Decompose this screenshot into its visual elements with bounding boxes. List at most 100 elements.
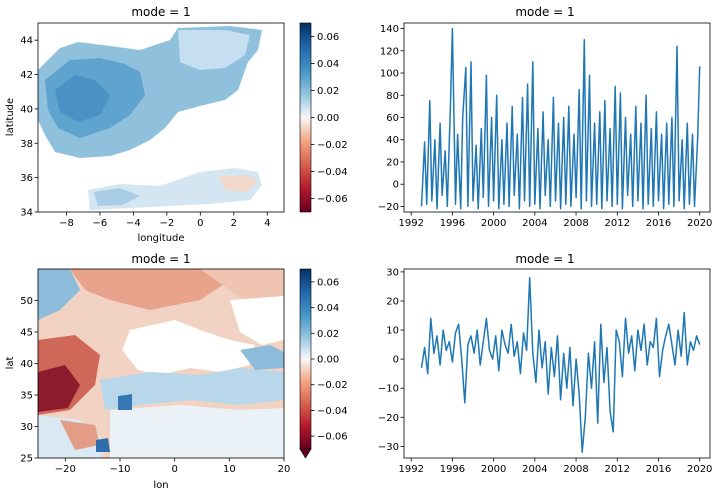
series-line — [420, 27, 701, 210]
series-line — [420, 276, 701, 453]
x-tick-label: 1996 — [440, 218, 465, 229]
heatmap-field — [38, 23, 284, 212]
colorbar-ticks: 0.06 0.04 0.02 0.00 −0.02 −0.04 −0.06 — [311, 277, 348, 443]
x-tick-label: 2000 — [481, 218, 506, 229]
x-tick-label: 10 — [223, 464, 236, 475]
y-tick-label: 34 — [20, 208, 33, 219]
x-tick-label: −8 — [59, 218, 74, 229]
x-tick-label: 2020 — [687, 464, 712, 475]
y-tick-label: 20 — [386, 296, 399, 307]
panel-title: mode = 1 — [515, 5, 574, 19]
x-tick-label: −6 — [93, 218, 108, 229]
field-southwest-red — [60, 420, 100, 450]
timeseries-panel-top: mode = 1 1992 1996 2000 2004 2008 2012 2016 202… — [378, 5, 713, 229]
y-axis-label: latitude — [5, 98, 16, 136]
x-tick-label: 2016 — [646, 464, 671, 475]
y-tick-label: 38 — [20, 139, 33, 150]
colorbar-tick-label: 0.06 — [317, 32, 339, 43]
x-tick-label: 2 — [231, 218, 237, 229]
x-tick-label: 0 — [197, 218, 203, 229]
map-panel-bottom: mode = 1 −20 −10 0 10 20 25 30 35 40 45 50 lon la… — [5, 252, 348, 491]
x-tick-label: 2008 — [563, 218, 588, 229]
y-tick-label: −20 — [378, 202, 399, 213]
colorbar-tick-label: 0.02 — [317, 86, 339, 97]
x-tick-label: 2000 — [481, 464, 506, 475]
x-tick-label: 2004 — [522, 464, 547, 475]
x-tick-label: 4 — [264, 218, 270, 229]
y-tick-label: 44 — [20, 36, 33, 47]
colorbar-tick-label: 0.02 — [317, 329, 339, 340]
field-north-red — [70, 269, 230, 310]
y-tick-label: 42 — [20, 70, 33, 81]
y-tick-label: 30 — [386, 267, 399, 278]
y-tick-label: −30 — [378, 442, 399, 453]
x-tick-label: 1996 — [440, 464, 465, 475]
map-panel-top: mode = 1 −8 −6 −4 −2 0 2 4 34 36 38 40 42 44 longit… — [5, 5, 348, 244]
x-tick-label: 0 — [171, 464, 177, 475]
field-sea — [122, 320, 255, 375]
heatmap-field — [38, 269, 284, 458]
colorbar — [299, 268, 312, 450]
field-north-blue — [38, 269, 80, 320]
x-axis-ticks: −8 −6 −4 −2 0 2 4 — [59, 212, 270, 229]
field-south-white — [110, 405, 284, 458]
panel-title: mode = 1 — [515, 252, 574, 266]
field-west-dark — [38, 365, 80, 412]
y-axis-ticks: 30 20 10 0 −10 −20 −30 — [378, 267, 404, 453]
field-south-blue — [100, 368, 284, 410]
field-blue-spot-2 — [96, 438, 110, 452]
y-tick-label: 100 — [380, 69, 399, 80]
land-field-peak — [55, 75, 110, 122]
x-tick-label: 1992 — [398, 464, 423, 475]
y-tick-label: −20 — [378, 413, 399, 424]
y-tick-label: 25 — [20, 454, 33, 465]
y-axis-label: lat — [5, 357, 16, 370]
x-axis-ticks: 1992 1996 2000 2004 2008 2012 2016 2020 — [398, 212, 712, 229]
panel-title: mode = 1 — [131, 252, 190, 266]
axes-frame — [37, 22, 285, 213]
x-tick-label: −4 — [126, 218, 141, 229]
field-east-blue — [240, 345, 284, 370]
x-tick-label: 2012 — [605, 218, 630, 229]
y-tick-label: 0 — [393, 355, 399, 366]
x-tick-label: 2008 — [563, 464, 588, 475]
x-axis-ticks: 1992 1996 2000 2004 2008 2012 2016 2020 — [398, 458, 712, 475]
colorbar-tick-label: 0.00 — [317, 355, 339, 366]
y-tick-label: −10 — [378, 384, 399, 395]
colorbar — [299, 22, 312, 213]
y-axis-ticks: 140 120 100 80 60 40 20 0 −20 — [378, 24, 404, 213]
y-tick-label: 35 — [20, 391, 33, 402]
y-tick-label: 40 — [386, 135, 399, 146]
y-axis-ticks: 34 36 38 40 42 44 — [20, 36, 38, 219]
colorbar-tick-label: 0.04 — [317, 303, 339, 314]
y-tick-label: 36 — [20, 173, 33, 184]
y-tick-label: 60 — [386, 113, 399, 124]
x-tick-label: 1992 — [398, 218, 423, 229]
colorbar-tick-label: −0.06 — [317, 432, 348, 443]
colorbar-extend-arrow — [299, 448, 312, 459]
y-axis-ticks: 25 30 35 40 45 50 — [20, 296, 38, 465]
x-axis-label: lon — [153, 480, 168, 491]
colorbar-ticks: 0.06 0.04 0.02 0.00 −0.02 −0.04 −0.06 — [311, 32, 348, 205]
y-tick-label: 20 — [386, 157, 399, 168]
x-tick-label: 2020 — [687, 218, 712, 229]
land-field-east — [178, 30, 250, 70]
colorbar-tick-label: 0.06 — [317, 277, 339, 288]
y-tick-label: 40 — [20, 104, 33, 115]
colorbar-tick-label: 0.00 — [317, 113, 339, 124]
y-tick-label: 50 — [20, 296, 33, 307]
y-tick-label: 45 — [20, 328, 33, 339]
y-tick-label: 80 — [386, 91, 399, 102]
land-field-southwest — [94, 188, 140, 206]
colorbar-tick-label: −0.06 — [317, 194, 348, 205]
y-tick-label: 140 — [380, 24, 399, 35]
x-axis-label: longitude — [137, 233, 184, 244]
x-tick-label: 2012 — [605, 464, 630, 475]
y-tick-label: 40 — [20, 359, 33, 370]
y-tick-label: 0 — [393, 180, 399, 191]
y-tick-label: 120 — [380, 46, 399, 57]
panel-title: mode = 1 — [131, 5, 190, 19]
y-tick-label: 30 — [20, 422, 33, 433]
x-tick-label: 2004 — [522, 218, 547, 229]
colorbar-tick-label: −0.02 — [317, 140, 348, 151]
